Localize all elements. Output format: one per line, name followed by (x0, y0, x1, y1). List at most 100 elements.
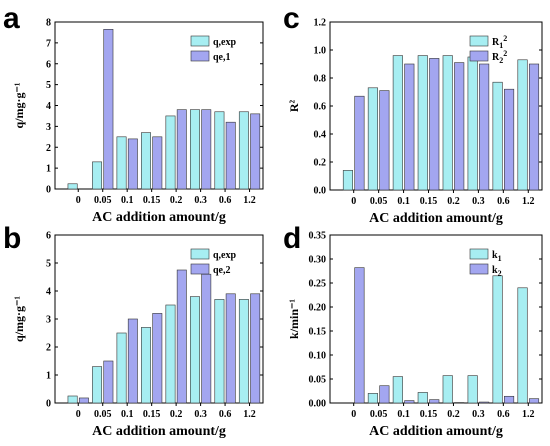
legend-swatch (191, 249, 209, 259)
y-tick-label: 0.05 (309, 375, 327, 386)
x-tick-label: 1.2 (522, 409, 535, 420)
y-tick-label: 0.8 (314, 74, 327, 85)
bar-series1 (117, 333, 126, 403)
legend-label: q,exp (213, 250, 237, 261)
x-tick-label: 0.3 (472, 409, 485, 420)
bar-series1 (166, 305, 175, 403)
x-tick-label: 0.1 (397, 196, 410, 207)
x-tick-label: 0.2 (447, 196, 460, 207)
bar-series1 (393, 377, 402, 403)
bar-series2 (380, 91, 389, 190)
bar-series1 (68, 396, 77, 403)
bar-series1 (141, 327, 150, 403)
bar-series2 (202, 110, 211, 189)
legend-label: R22 (492, 49, 507, 65)
y-tick-label: 0.25 (309, 279, 327, 290)
bar-series2 (430, 58, 439, 190)
legend-swatch (470, 36, 488, 46)
bar-series2 (430, 400, 439, 403)
bar-series2 (251, 114, 260, 189)
bar-series2 (405, 401, 414, 403)
bar-series2 (104, 361, 113, 403)
bar-series1 (418, 392, 427, 403)
bar-series2 (104, 29, 113, 189)
y-tick-label: 4 (46, 287, 51, 298)
y-tick-label: 0 (46, 185, 51, 196)
legend-label: R12 (492, 34, 507, 50)
bar-series2 (380, 386, 389, 403)
x-tick-label: 1.2 (243, 409, 256, 420)
y-tick-label: 0 (46, 399, 51, 410)
y-axis-label: R² (287, 99, 301, 112)
y-tick-label: 5 (46, 80, 51, 91)
bar-series2 (153, 313, 162, 403)
y-axis-label: q/mg·g⁻¹ (12, 82, 26, 128)
y-tick-label: 0.4 (314, 130, 327, 141)
bar-series2 (153, 137, 162, 189)
bar-series2 (226, 122, 235, 189)
x-tick-label: 0.05 (370, 409, 388, 420)
panel-letter: b (3, 222, 21, 255)
x-tick-label: 0 (351, 196, 356, 207)
panel-letter: d (283, 222, 301, 255)
y-tick-label: 0.0 (314, 186, 327, 197)
panel-letter: a (3, 2, 20, 35)
x-tick-label: 0.2 (447, 409, 460, 420)
x-tick-label: 0.1 (121, 195, 134, 206)
x-tick-label: 0.3 (194, 195, 207, 206)
bar-series1 (215, 112, 224, 189)
y-tick-label: 0.2 (314, 158, 327, 169)
y-tick-label: 0.15 (309, 327, 327, 338)
bar-series1 (468, 376, 477, 403)
legend-swatch (191, 36, 209, 46)
y-tick-label: 2 (46, 143, 51, 154)
bar-series2 (529, 64, 538, 190)
x-tick-label: 1.2 (243, 195, 256, 206)
y-axis-label: q/mg·g⁻¹ (12, 296, 26, 342)
y-tick-label: 5 (46, 259, 51, 270)
bar-series1 (368, 88, 377, 190)
legend-label: k1 (492, 250, 502, 263)
legend-label: qe,1 (213, 52, 231, 63)
y-tick-label: 0.35 (309, 231, 327, 242)
bar-series1 (92, 367, 101, 403)
bar-series1 (393, 56, 402, 190)
x-tick-label: 0 (351, 409, 356, 420)
bar-series1 (190, 110, 199, 189)
y-tick-label: 0.00 (309, 399, 327, 410)
y-tick-label: 2 (46, 343, 51, 354)
x-tick-label: 0.15 (143, 195, 161, 206)
y-tick-label: 0.10 (309, 351, 327, 362)
x-axis-label: AC addition amount/g (369, 211, 503, 226)
x-tick-label: 0.2 (170, 195, 183, 206)
bar-series1 (92, 162, 101, 189)
legend-swatch (191, 51, 209, 61)
legend-label: q,exp (213, 37, 237, 48)
bar-series1 (141, 133, 150, 189)
bar-series1 (368, 393, 377, 403)
y-tick-label: 1 (46, 371, 51, 382)
y-tick-label: 3 (46, 122, 51, 133)
legend-swatch (470, 264, 488, 274)
y-tick-label: 8 (46, 18, 51, 29)
bar-series1 (166, 116, 175, 189)
bar-series2 (177, 270, 186, 403)
bar-series1 (468, 57, 477, 190)
x-tick-label: 0.6 (219, 195, 232, 206)
bar-series2 (226, 294, 235, 403)
panel-letter: c (283, 2, 300, 35)
bar-series2 (479, 402, 488, 403)
bar-series1 (418, 56, 427, 190)
x-tick-label: 0.15 (143, 409, 161, 420)
x-tick-label: 0.3 (194, 409, 207, 420)
legend-label: qe,2 (213, 265, 231, 276)
bar-series1 (215, 299, 224, 403)
x-tick-label: 0.6 (219, 409, 232, 420)
x-tick-label: 0.6 (497, 196, 510, 207)
bar-series1 (68, 184, 77, 189)
bar-series2 (128, 319, 137, 403)
bar-series1 (117, 137, 126, 189)
bar-series1 (493, 276, 502, 403)
x-axis-label: AC addition amount/g (369, 424, 503, 439)
